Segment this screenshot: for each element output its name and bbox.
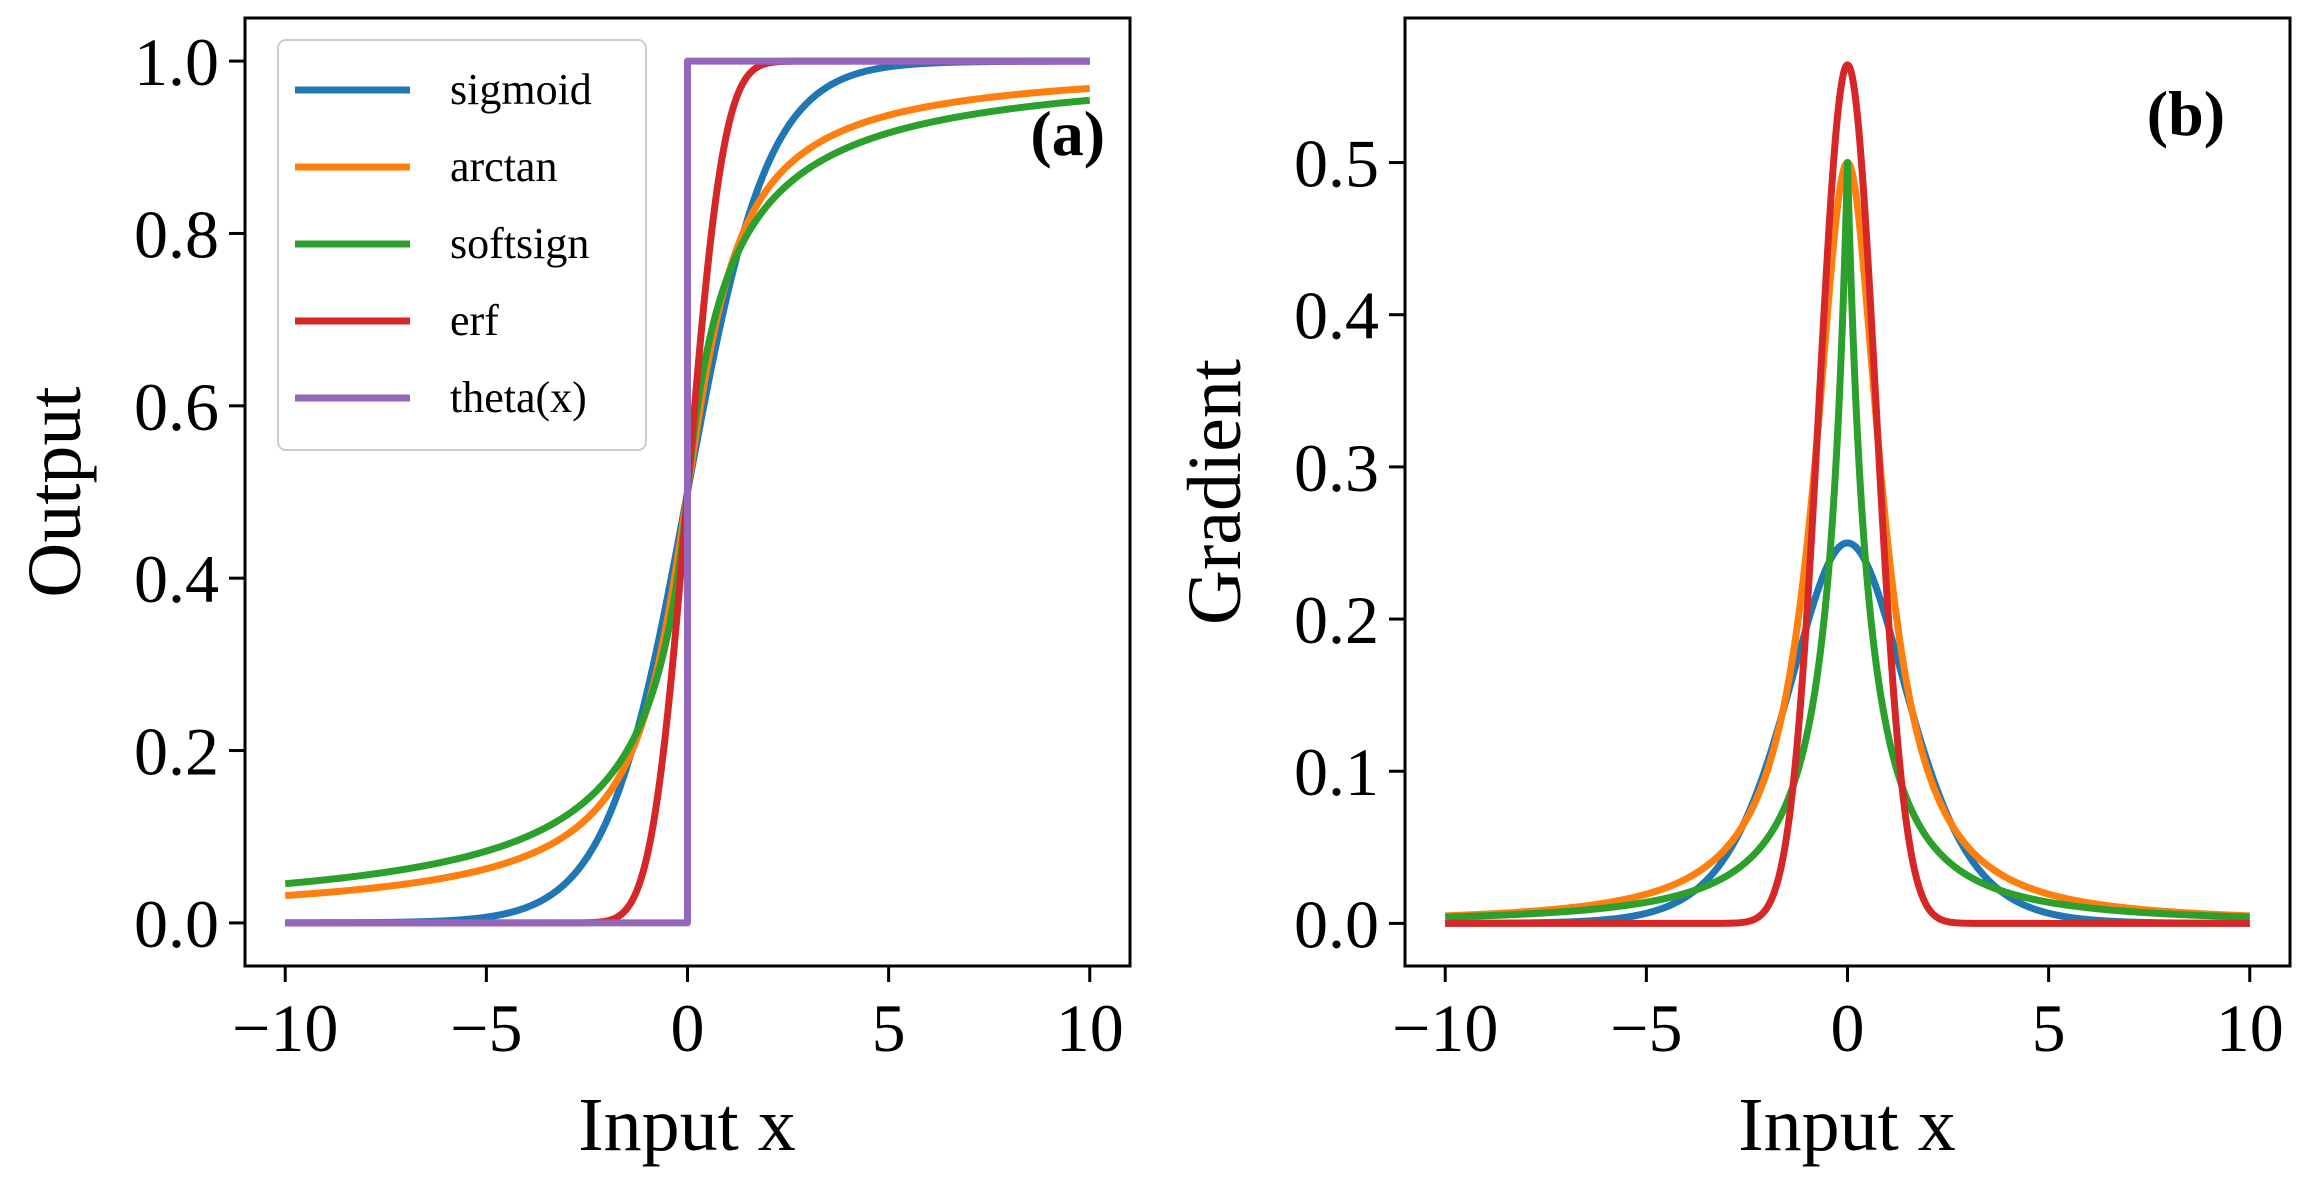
legend-label: sigmoid [450, 65, 592, 114]
panel-b: −10 −5 0 5 100.00.10.20.30.40.5 (b) Input x … [1173, 16, 2292, 1167]
series-line-sigmoid [1442, 539, 2253, 927]
legend-entries: sigmoid arctan softsign erf theta(x) [295, 65, 592, 422]
y-tick-label: 1.0 [134, 24, 219, 100]
x-tick-label: 5 [2032, 990, 2066, 1066]
x-tick-label: 0 [1831, 990, 1865, 1066]
panel-a: −10 −5 0 5 100.00.20.40.60.81.0 (a) Input x … [13, 16, 1132, 1167]
series-line-erf [1442, 61, 2253, 927]
panel-b-xlabel: Input x [1738, 1083, 1955, 1167]
y-tick-label: 0.4 [134, 541, 219, 617]
x-tick-label: −10 [1392, 990, 1498, 1066]
y-tick-label: 0.1 [1294, 734, 1379, 810]
panel-a-frame [243, 16, 1132, 968]
panel-b-label: (b) [2147, 78, 2225, 149]
x-tick-label: −10 [232, 990, 338, 1066]
legend-frame [277, 39, 647, 451]
y-tick-label: 0.4 [1294, 278, 1379, 354]
series-line-theta-x [285, 57, 1090, 927]
panel-a-label: (a) [1030, 98, 1105, 169]
panel-b-ticks: −10 −5 0 5 10 0.0 0.1 0.2 0.3 0.4 0.5 [1294, 126, 2284, 1066]
y-tick-label: 0.0 [1294, 886, 1379, 962]
panel-a-xlabel: Input x [578, 1083, 795, 1167]
x-tick-label: 0 [671, 990, 705, 1066]
legend-label: theta(x) [450, 373, 587, 422]
panel-a-ylabel: Output [13, 386, 97, 597]
y-tick-label: 0.6 [134, 369, 219, 445]
x-tick-label: 5 [872, 990, 906, 1066]
y-tick-label: 0.3 [1294, 430, 1379, 506]
panel-a-ticks: −10 −5 0 5 10 0.0 0.2 0.4 0.6 0.8 1.0 [134, 24, 1124, 1066]
y-tick-label: 0.2 [1294, 582, 1379, 658]
y-tick-label: 0.8 [134, 196, 219, 272]
series-line-softsign [1442, 159, 2253, 921]
y-tick-label: 0.0 [134, 886, 219, 962]
panel-a-legend: sigmoid arctan softsign erf theta(x) [277, 39, 647, 451]
panel-a-plot-area [282, 57, 1093, 927]
legend-label: erf [450, 296, 499, 345]
x-tick-label: −5 [1610, 990, 1682, 1066]
y-tick-label: 0.2 [134, 714, 219, 790]
x-tick-label: 10 [2216, 990, 2284, 1066]
x-tick-label: 10 [1056, 990, 1124, 1066]
x-tick-label: −5 [450, 990, 522, 1066]
panel-b-plot-area [1442, 61, 2253, 927]
legend-label: arctan [450, 142, 557, 191]
legend-label: softsign [450, 219, 589, 268]
y-tick-label: 0.5 [1294, 126, 1379, 202]
panel-b-frame [1403, 16, 2292, 968]
panel-b-ylabel: Gradient [1173, 359, 1257, 625]
